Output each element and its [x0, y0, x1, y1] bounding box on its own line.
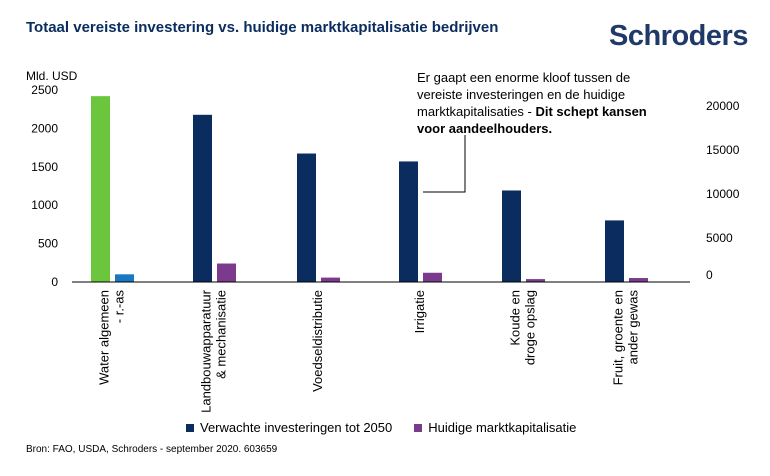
callout-connector [423, 135, 466, 193]
x-axis-label-line: Landbouwapparatuur [199, 289, 214, 413]
x-axis-label-line: Koude en [508, 290, 523, 346]
left-axis-tick: 2500 [31, 83, 58, 97]
bar-market-cap [321, 277, 340, 282]
x-axis-label: Irrigatie [412, 290, 427, 333]
left-axis-tick: 0 [51, 275, 58, 289]
x-axis-label-line: - r.-as [112, 290, 127, 324]
x-axis-label-line: Irrigatie [412, 290, 427, 333]
bar-market-cap [115, 274, 134, 282]
x-axis-label-line: Water algemeen [97, 290, 112, 385]
callout-emphasis: Dit schept kansen voor aandeelhouders. [417, 104, 647, 136]
bar-market-cap [526, 279, 545, 282]
bars [91, 96, 648, 282]
left-axis-tick: 1500 [31, 160, 58, 174]
legend-swatch-market-cap [414, 423, 423, 432]
left-axis-tick: 1000 [31, 198, 58, 212]
bar-market-cap [217, 263, 236, 282]
bar-investment [502, 190, 521, 282]
right-axis: 5000 10000 15000 20000 0 [706, 99, 740, 282]
right-axis-tick: 0 [706, 268, 713, 282]
x-axis-label-line: ander gewas [626, 290, 641, 365]
right-axis-tick: 20000 [706, 99, 740, 113]
x-axis-label: Voedseldistributie [310, 290, 325, 392]
left-axis: Mld. USD 0 500 1000 1500 2000 2500 [26, 69, 78, 289]
legend-item-market-cap: Huidige marktkapitalisatie [414, 420, 576, 435]
legend-item-investment: Verwachte investeringen tot 2050 [186, 420, 392, 435]
callout-text: Er gaapt een enorme kloof tussen de vere… [417, 70, 631, 119]
right-axis-tick: 15000 [706, 143, 740, 157]
legend-label-investment: Verwachte investeringen tot 2050 [200, 420, 393, 435]
brand-logo: Schroders [609, 20, 748, 52]
x-axis-label-line: & mechanisatie [214, 290, 229, 379]
bar-investment [91, 96, 110, 282]
left-axis-label: Mld. USD [26, 69, 78, 83]
bar-investment [399, 161, 418, 282]
source-note: Bron: FAO, USDA, Schroders - september 2… [26, 444, 278, 455]
x-axis-label: Landbouwapparatuur & mechanisatie [199, 289, 229, 413]
x-axis-label-line: Voedseldistributie [310, 290, 325, 392]
bar-investment [193, 114, 212, 282]
right-axis-tick: 10000 [706, 187, 740, 201]
x-axis-label: Koude en droge opslag [508, 290, 538, 365]
x-axis-label: Water algemeen - r.-as [97, 290, 127, 385]
left-axis-tick: 2000 [31, 121, 58, 135]
right-axis-tick: 5000 [706, 231, 733, 245]
bar-investment [605, 220, 624, 282]
legend-swatch-investment [186, 423, 194, 432]
x-axis-label-line: droge opslag [523, 290, 538, 365]
bar-investment [297, 153, 316, 282]
bar-market-cap [629, 278, 648, 282]
legend: Verwachte investeringen tot 2050 Huidige… [186, 420, 598, 435]
chart-title: Totaal vereiste investering vs. huidige … [26, 19, 499, 36]
x-axis-label: Fruit, groente en ander gewas [611, 290, 641, 386]
x-axis-label-line: Fruit, groente en [611, 290, 626, 385]
callout-annotation: Er gaapt een enorme kloof tussen de vere… [417, 69, 662, 137]
legend-label-market-cap: Huidige marktkapitalisatie [428, 420, 577, 435]
x-axis-labels: Water algemeen - r.-as Landbouwapparatuur &… [97, 289, 641, 413]
left-axis-tick: 500 [38, 237, 58, 251]
bar-market-cap [423, 272, 442, 282]
